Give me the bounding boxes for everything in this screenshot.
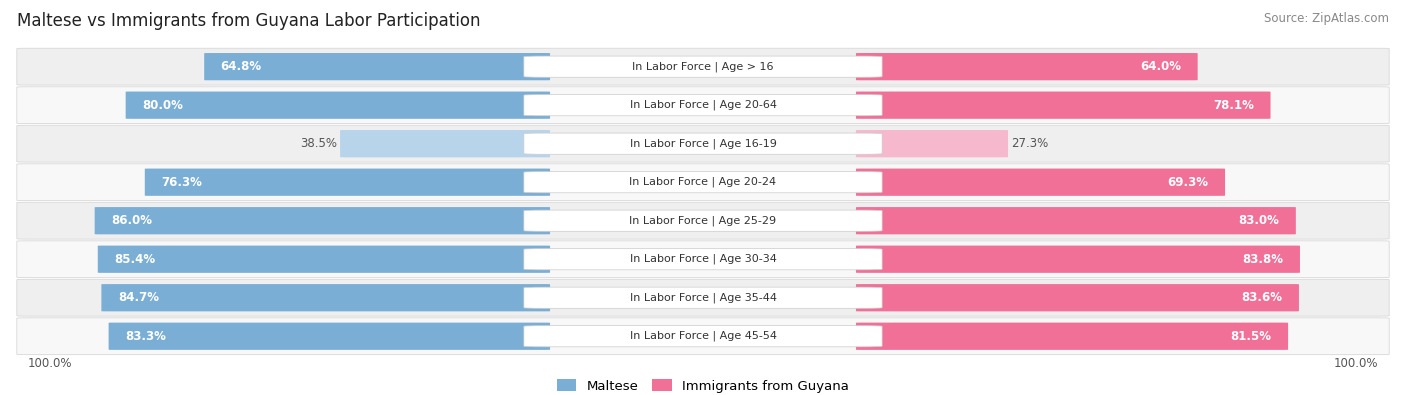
Legend: Maltese, Immigrants from Guyana: Maltese, Immigrants from Guyana	[551, 374, 855, 395]
FancyBboxPatch shape	[524, 287, 882, 308]
Text: 38.5%: 38.5%	[301, 137, 337, 150]
FancyBboxPatch shape	[856, 92, 1271, 119]
FancyBboxPatch shape	[17, 202, 1389, 239]
Text: In Labor Force | Age 35-44: In Labor Force | Age 35-44	[630, 292, 776, 303]
FancyBboxPatch shape	[340, 130, 550, 157]
FancyBboxPatch shape	[856, 323, 1288, 350]
Text: In Labor Force | Age 25-29: In Labor Force | Age 25-29	[630, 215, 776, 226]
FancyBboxPatch shape	[17, 318, 1389, 355]
Text: 100.0%: 100.0%	[1334, 357, 1378, 370]
Text: 64.8%: 64.8%	[221, 60, 262, 73]
FancyBboxPatch shape	[524, 210, 882, 231]
FancyBboxPatch shape	[524, 56, 882, 77]
FancyBboxPatch shape	[108, 323, 550, 350]
FancyBboxPatch shape	[204, 53, 550, 80]
FancyBboxPatch shape	[17, 87, 1389, 124]
FancyBboxPatch shape	[856, 53, 1198, 80]
FancyBboxPatch shape	[524, 248, 882, 270]
Text: 83.8%: 83.8%	[1243, 253, 1284, 266]
FancyBboxPatch shape	[524, 94, 882, 116]
FancyBboxPatch shape	[101, 284, 550, 311]
FancyBboxPatch shape	[17, 279, 1389, 316]
Text: 64.0%: 64.0%	[1140, 60, 1181, 73]
FancyBboxPatch shape	[856, 246, 1301, 273]
FancyBboxPatch shape	[125, 92, 550, 119]
FancyBboxPatch shape	[94, 207, 550, 234]
FancyBboxPatch shape	[524, 325, 882, 347]
FancyBboxPatch shape	[145, 169, 550, 196]
FancyBboxPatch shape	[524, 133, 882, 154]
Text: In Labor Force | Age 20-64: In Labor Force | Age 20-64	[630, 100, 776, 111]
Text: In Labor Force | Age 16-19: In Labor Force | Age 16-19	[630, 138, 776, 149]
FancyBboxPatch shape	[524, 171, 882, 193]
Text: 85.4%: 85.4%	[114, 253, 156, 266]
Text: 78.1%: 78.1%	[1213, 99, 1254, 112]
Text: 80.0%: 80.0%	[142, 99, 183, 112]
Text: 27.3%: 27.3%	[1011, 137, 1047, 150]
Text: 83.0%: 83.0%	[1239, 214, 1279, 227]
Text: 100.0%: 100.0%	[28, 357, 72, 370]
Text: 83.3%: 83.3%	[125, 330, 166, 343]
Text: 76.3%: 76.3%	[162, 176, 202, 189]
Text: In Labor Force | Age > 16: In Labor Force | Age > 16	[633, 61, 773, 72]
FancyBboxPatch shape	[17, 164, 1389, 201]
FancyBboxPatch shape	[856, 169, 1225, 196]
Text: 81.5%: 81.5%	[1230, 330, 1271, 343]
Text: In Labor Force | Age 45-54: In Labor Force | Age 45-54	[630, 331, 776, 342]
FancyBboxPatch shape	[98, 246, 550, 273]
Text: Maltese vs Immigrants from Guyana Labor Participation: Maltese vs Immigrants from Guyana Labor …	[17, 12, 481, 30]
Text: 69.3%: 69.3%	[1167, 176, 1209, 189]
FancyBboxPatch shape	[856, 207, 1296, 234]
FancyBboxPatch shape	[856, 284, 1299, 311]
Text: In Labor Force | Age 30-34: In Labor Force | Age 30-34	[630, 254, 776, 265]
Text: Source: ZipAtlas.com: Source: ZipAtlas.com	[1264, 12, 1389, 25]
FancyBboxPatch shape	[17, 48, 1389, 85]
FancyBboxPatch shape	[17, 125, 1389, 162]
Text: 86.0%: 86.0%	[111, 214, 152, 227]
FancyBboxPatch shape	[856, 130, 1008, 157]
Text: In Labor Force | Age 20-24: In Labor Force | Age 20-24	[630, 177, 776, 188]
FancyBboxPatch shape	[17, 241, 1389, 278]
Text: 84.7%: 84.7%	[118, 291, 159, 304]
Text: 83.6%: 83.6%	[1241, 291, 1282, 304]
